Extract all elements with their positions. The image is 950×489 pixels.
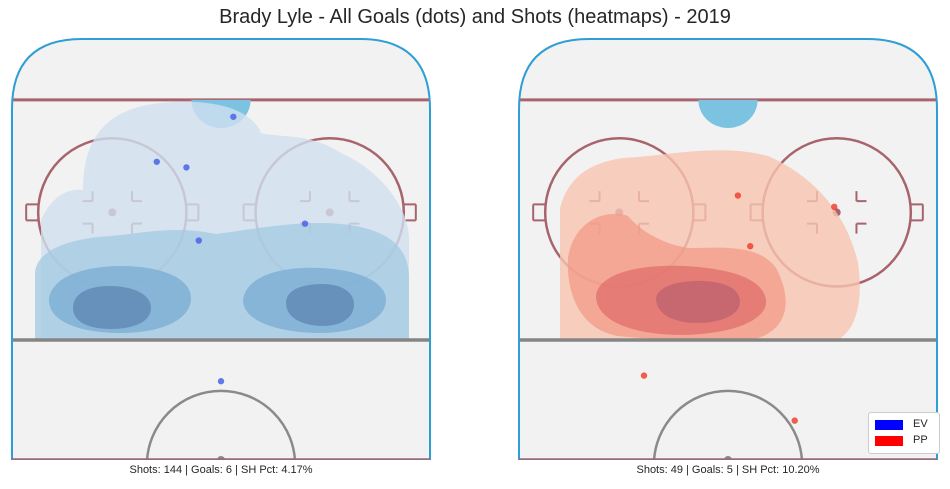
legend-label-pp: PP xyxy=(913,434,928,446)
goal-dot-1 xyxy=(230,113,237,120)
goal-dot-6 xyxy=(217,378,225,385)
goal-dot-2 xyxy=(747,242,754,250)
goal-dot-3 xyxy=(183,164,190,171)
legend: EV PP xyxy=(868,412,940,454)
ev-stats-caption: Shots: 144 | Goals: 6 | SH Pct: 4.17% xyxy=(129,464,313,476)
goal-dot-1 xyxy=(734,192,742,199)
goal-dot-3 xyxy=(831,203,838,210)
boards xyxy=(11,38,431,460)
goal-dot-4 xyxy=(301,220,309,227)
center-faceoff-dot xyxy=(724,456,732,460)
legend-swatch-ev xyxy=(875,420,903,430)
center-zone-circle xyxy=(652,389,804,460)
legend-swatch-pp xyxy=(875,436,903,446)
boards xyxy=(518,38,938,460)
goal-dot-2 xyxy=(153,158,160,165)
center-faceoff-dot xyxy=(217,456,225,460)
rink-pp xyxy=(518,38,938,460)
pp-stats-caption: Shots: 49 | Goals: 5 | SH Pct: 10.20% xyxy=(636,464,820,476)
heat-level-4 xyxy=(656,280,740,323)
goal-dot-4 xyxy=(640,372,648,379)
goal-crease xyxy=(698,99,758,129)
heat-level-4 xyxy=(73,284,354,329)
goal-dot-5 xyxy=(791,417,798,424)
shot-heatmap xyxy=(35,101,409,340)
shot-heatmap xyxy=(560,150,860,341)
goal-dot-5 xyxy=(195,237,202,244)
legend-label-ev: EV xyxy=(913,418,928,430)
center-zone-circle xyxy=(145,389,297,460)
rink-ev xyxy=(11,38,431,460)
chart-title: Brady Lyle - All Goals (dots) and Shots … xyxy=(219,6,731,28)
